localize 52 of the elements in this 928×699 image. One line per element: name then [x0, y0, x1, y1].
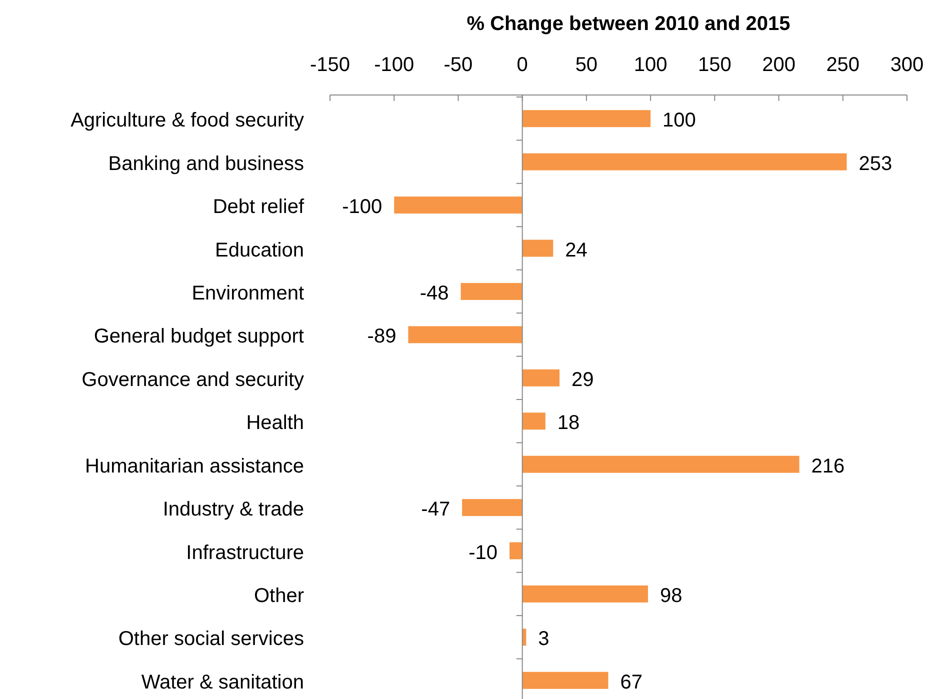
data-label: -89	[367, 326, 396, 348]
y-tick-label: Agriculture & food security	[70, 110, 304, 132]
y-tick-label: Banking and business	[108, 152, 304, 175]
bar	[462, 499, 522, 516]
data-label: 67	[620, 671, 642, 694]
x-tick-label: 300	[890, 54, 924, 76]
data-label: -47	[421, 498, 450, 521]
y-tick-label: General budget support	[94, 326, 304, 348]
y-tick-label: Debt relief	[212, 196, 304, 218]
x-tick-label: 150	[698, 54, 732, 76]
y-tick-label: Industry & trade	[162, 498, 304, 521]
x-tick-label: 200	[762, 54, 796, 76]
bar	[522, 585, 648, 602]
bar	[408, 326, 522, 344]
x-tick-label: -150	[310, 54, 350, 76]
y-tick-label: Health	[246, 412, 304, 434]
y-tick-label: Water & sanitation	[141, 671, 304, 694]
data-label: 29	[572, 368, 594, 391]
y-tick-label: Infrastructure	[186, 542, 304, 564]
bar	[510, 542, 522, 560]
data-label: 3	[538, 628, 550, 650]
data-label: -10	[468, 542, 498, 564]
data-label: 24	[565, 239, 588, 262]
y-tick-label: Other social services	[118, 628, 304, 650]
data-label: 100	[662, 110, 696, 132]
data-label: 216	[811, 455, 845, 478]
data-label: 18	[557, 412, 580, 434]
x-axis-title: % Change between 2010 and 2015	[466, 13, 790, 35]
data-label: 98	[660, 584, 682, 607]
y-tick-label: Other	[254, 584, 304, 607]
bar	[522, 240, 554, 257]
bar	[522, 456, 800, 473]
y-tick-label: Humanitarian assistance	[85, 455, 304, 478]
bar	[522, 110, 651, 128]
bar	[522, 412, 546, 430]
x-tick-label: 100	[634, 54, 668, 76]
x-tick-label: 250	[826, 54, 860, 76]
bar	[460, 282, 522, 300]
x-tick-label: 0	[516, 54, 528, 76]
data-label: 253	[858, 152, 892, 175]
y-tick-label: Environment	[192, 282, 304, 304]
bar	[522, 153, 847, 170]
bar	[522, 672, 608, 689]
x-tick-label: 50	[575, 54, 598, 76]
bar	[394, 196, 522, 214]
x-tick-label: -100	[374, 54, 414, 76]
data-label: -48	[420, 282, 449, 304]
y-tick-label: Education	[215, 239, 304, 262]
bar	[522, 369, 560, 386]
data-label: -100	[342, 196, 382, 218]
x-tick-label: -50	[444, 54, 473, 76]
y-tick-label: Governance and security	[82, 368, 304, 391]
